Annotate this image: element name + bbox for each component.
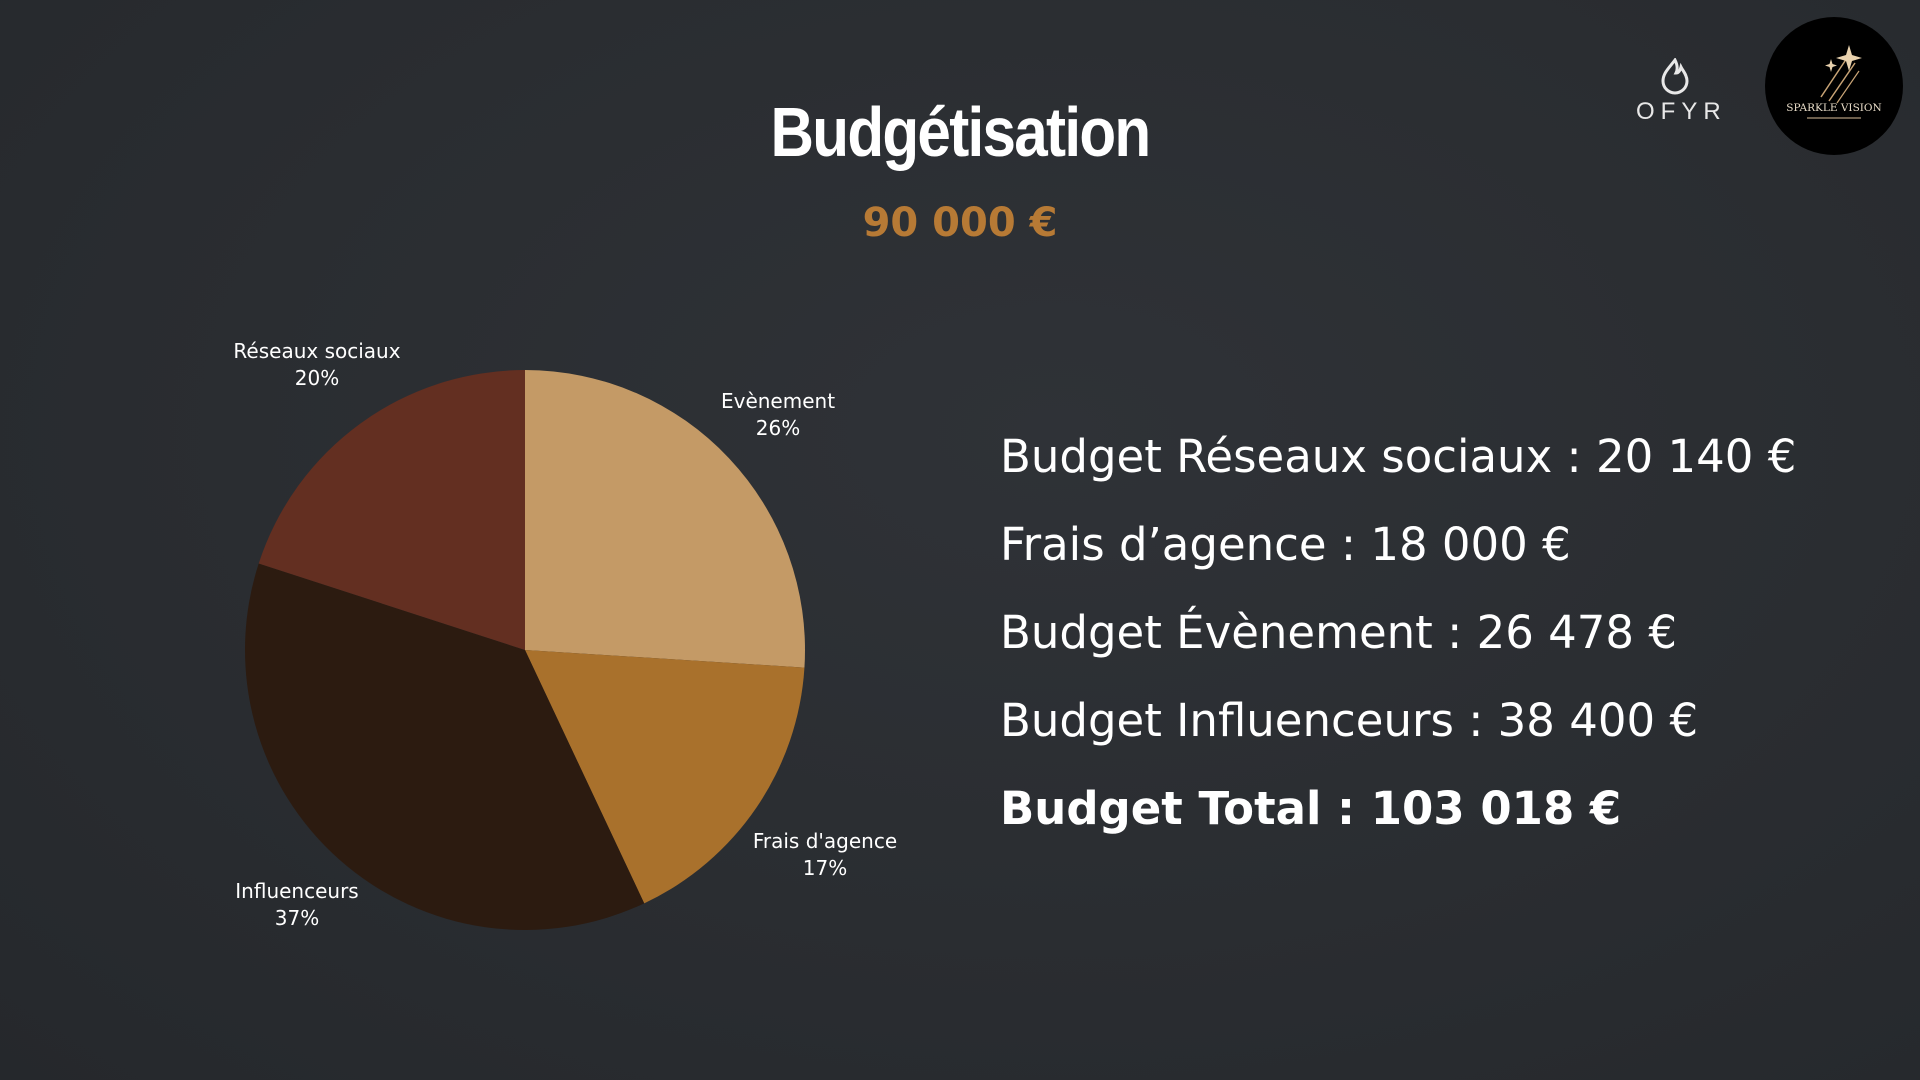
budget-line-evenement: Budget Évènement : 26 478 €	[1000, 606, 1677, 659]
budget-pie-chart: Evènement 26% Frais d'agence 17% Influenceur…	[233, 339, 897, 930]
pie-slice-evenement	[525, 370, 806, 668]
pie-slice-frais-agence	[525, 650, 805, 904]
slice-label-evenement: Evènement	[721, 389, 835, 413]
sparkle-logo-text: SPARKLE VISION	[1786, 102, 1881, 114]
budget-line-frais-agence: Frais d’agence : 18 000 €	[1000, 518, 1571, 571]
page-title: Budgétisation	[770, 93, 1152, 171]
total-budget-amount: 90 000 €	[862, 200, 1058, 246]
budget-line-influenceurs: Budget Influenceurs : 38 400 €	[1000, 694, 1699, 747]
pie-slice-influenceurs	[245, 563, 645, 930]
slice-label-reseaux-sociaux: Réseaux sociaux	[233, 339, 400, 363]
ofyr-logo: OFYR	[1630, 58, 1727, 128]
sparkle-icon: SPARKLE VISION	[1786, 45, 1882, 119]
budget-line-reseaux: Budget Réseaux sociaux : 20 140 €	[1000, 430, 1797, 483]
slice-label-frais-agence: Frais d'agence	[753, 829, 897, 853]
slice-percent-frais-agence: 17%	[803, 856, 847, 880]
slice-percent-reseaux-sociaux: 20%	[295, 366, 339, 390]
flame-icon	[1661, 58, 1689, 95]
slice-percent-evenement: 26%	[756, 416, 800, 440]
slice-percent-influenceurs: 37%	[275, 906, 319, 930]
budget-line-total: Budget Total : 103 018 €	[1000, 782, 1622, 835]
pie-slice-reseaux-sociaux	[258, 370, 525, 650]
ofyr-logo-text: OFYR	[1636, 98, 1727, 125]
slice-label-influenceurs: Influenceurs	[235, 879, 358, 903]
sparkle-vision-logo: SPARKLE VISION	[1765, 17, 1903, 155]
budget-breakdown-list: Budget Réseaux sociaux : 20 140 € Frais …	[1000, 420, 1900, 860]
